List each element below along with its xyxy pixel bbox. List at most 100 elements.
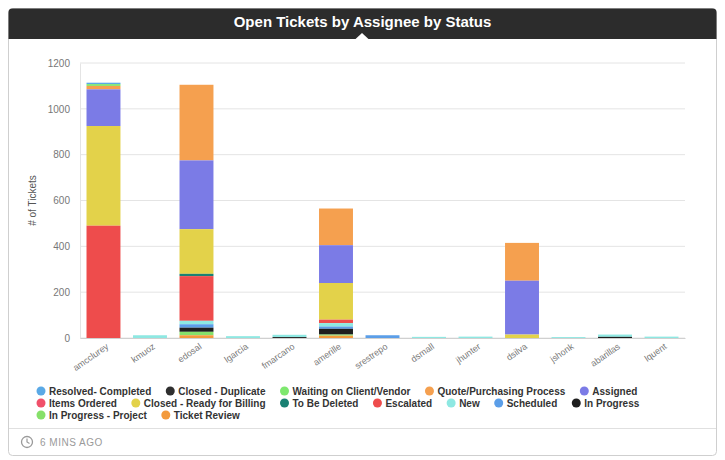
bar-segment bbox=[319, 320, 353, 323]
bar-segment bbox=[180, 274, 214, 276]
bar-segment bbox=[645, 336, 679, 337]
legend-item: In Progress bbox=[572, 398, 640, 409]
bars bbox=[87, 83, 679, 338]
legend-label: Items Ordered bbox=[49, 398, 117, 409]
series-group bbox=[180, 274, 214, 276]
bar-segment bbox=[412, 336, 446, 337]
bar-segment bbox=[180, 335, 214, 338]
bar-segment bbox=[459, 336, 493, 337]
bar-segment bbox=[366, 338, 400, 339]
series-group bbox=[87, 126, 539, 338]
x-tick: amcclurey bbox=[71, 338, 111, 373]
y-tick-label: 1200 bbox=[48, 58, 71, 69]
bar-segment bbox=[133, 338, 167, 339]
legend-item: Quote/Purchasing Process bbox=[425, 386, 566, 397]
legend-swatch bbox=[37, 411, 46, 420]
bar-segment bbox=[87, 338, 121, 339]
legend-item: Assigned bbox=[580, 386, 638, 397]
x-tick-label: dsmall bbox=[409, 341, 436, 364]
x-tick: jshonk bbox=[548, 338, 576, 365]
bar-segment bbox=[459, 338, 493, 339]
bar-segment bbox=[226, 338, 260, 339]
series-group bbox=[87, 83, 121, 84]
y-tick: 0 bbox=[64, 333, 80, 344]
bar-segment bbox=[180, 276, 214, 321]
y-axis: 020040060080010001200 bbox=[48, 58, 81, 344]
bar-segment bbox=[319, 245, 353, 283]
bar-segment bbox=[180, 85, 214, 161]
bar-segment bbox=[319, 327, 353, 329]
bar-segment bbox=[459, 337, 493, 338]
bar-segment bbox=[598, 337, 632, 338]
bar-segment bbox=[459, 336, 493, 337]
grid-line bbox=[80, 292, 685, 293]
bar-segment bbox=[645, 336, 679, 337]
bar-segment bbox=[87, 226, 121, 338]
legend-label: In Progress bbox=[584, 398, 639, 409]
legend-item: Waiting on Client/Vendor bbox=[280, 386, 411, 397]
series-group bbox=[87, 85, 539, 281]
legend-swatch bbox=[447, 399, 456, 408]
y-tick: 1000 bbox=[48, 104, 80, 115]
card bbox=[9, 9, 717, 456]
x-tick-label: edosal bbox=[176, 341, 203, 364]
bar-segment bbox=[412, 336, 446, 337]
bar-segment bbox=[459, 336, 493, 337]
bar-segment bbox=[459, 336, 493, 337]
bar-segment bbox=[459, 336, 493, 337]
x-tick: lquent bbox=[643, 338, 669, 364]
x-tick-label: amcclurey bbox=[71, 341, 111, 373]
x-tick-label: jshonk bbox=[548, 341, 576, 365]
bar-segment bbox=[459, 336, 493, 337]
bar-segment bbox=[412, 336, 446, 337]
bar-segment bbox=[552, 338, 586, 339]
y-axis-line bbox=[80, 64, 81, 339]
series-group bbox=[87, 226, 353, 338]
grid-line bbox=[80, 154, 685, 155]
legend-label: Quote/Purchasing Process bbox=[437, 386, 565, 397]
bar-segment bbox=[87, 84, 121, 86]
clock-face bbox=[22, 437, 33, 448]
bar-segment bbox=[645, 337, 679, 338]
footer-divider bbox=[9, 428, 716, 429]
bar-segment bbox=[552, 338, 586, 339]
legend-item: New bbox=[447, 398, 480, 409]
grid-line bbox=[80, 108, 685, 109]
series-group bbox=[87, 84, 121, 86]
bar-segment bbox=[645, 338, 679, 339]
bar-segment bbox=[645, 336, 679, 337]
y-tick-label: 200 bbox=[53, 287, 70, 298]
bar-segment bbox=[552, 337, 586, 338]
bar-segment bbox=[87, 338, 121, 339]
bar-segment bbox=[87, 338, 121, 339]
bar-segment bbox=[412, 336, 446, 337]
y-tick-label: 800 bbox=[53, 149, 70, 160]
x-tick-label: lquent bbox=[643, 341, 669, 364]
grid bbox=[80, 63, 685, 338]
bar-segment bbox=[273, 337, 307, 338]
bar-segment bbox=[552, 338, 586, 339]
bar-segment bbox=[505, 338, 539, 339]
y-tick: 1200 bbox=[48, 58, 80, 69]
legend-swatch bbox=[37, 399, 46, 408]
bar-segment bbox=[552, 337, 586, 338]
series-group bbox=[180, 332, 353, 336]
plot: 020040060080010001200amcclureykmuozedosa… bbox=[48, 58, 686, 373]
legend-item: To Be Deleted bbox=[280, 398, 358, 409]
legend-swatch bbox=[572, 399, 581, 408]
bar-segment bbox=[459, 338, 493, 339]
bar-segment bbox=[319, 323, 353, 326]
bar-segment bbox=[552, 337, 586, 338]
x-tick-label: amerille bbox=[311, 341, 343, 367]
bar-segment bbox=[87, 126, 121, 226]
bar-segment bbox=[412, 338, 446, 339]
legend-label: To Be Deleted bbox=[293, 398, 359, 409]
footer-text: 6 MINS AGO bbox=[40, 437, 103, 448]
bar-segment bbox=[505, 338, 539, 339]
bar-segment bbox=[645, 336, 679, 337]
x-tick-label: abarillas bbox=[589, 341, 623, 369]
x-tick: abarillas bbox=[589, 338, 623, 369]
legend-swatch bbox=[494, 399, 503, 408]
legend-label: Closed - Duplicate bbox=[178, 386, 266, 397]
bar-segment bbox=[226, 338, 260, 339]
